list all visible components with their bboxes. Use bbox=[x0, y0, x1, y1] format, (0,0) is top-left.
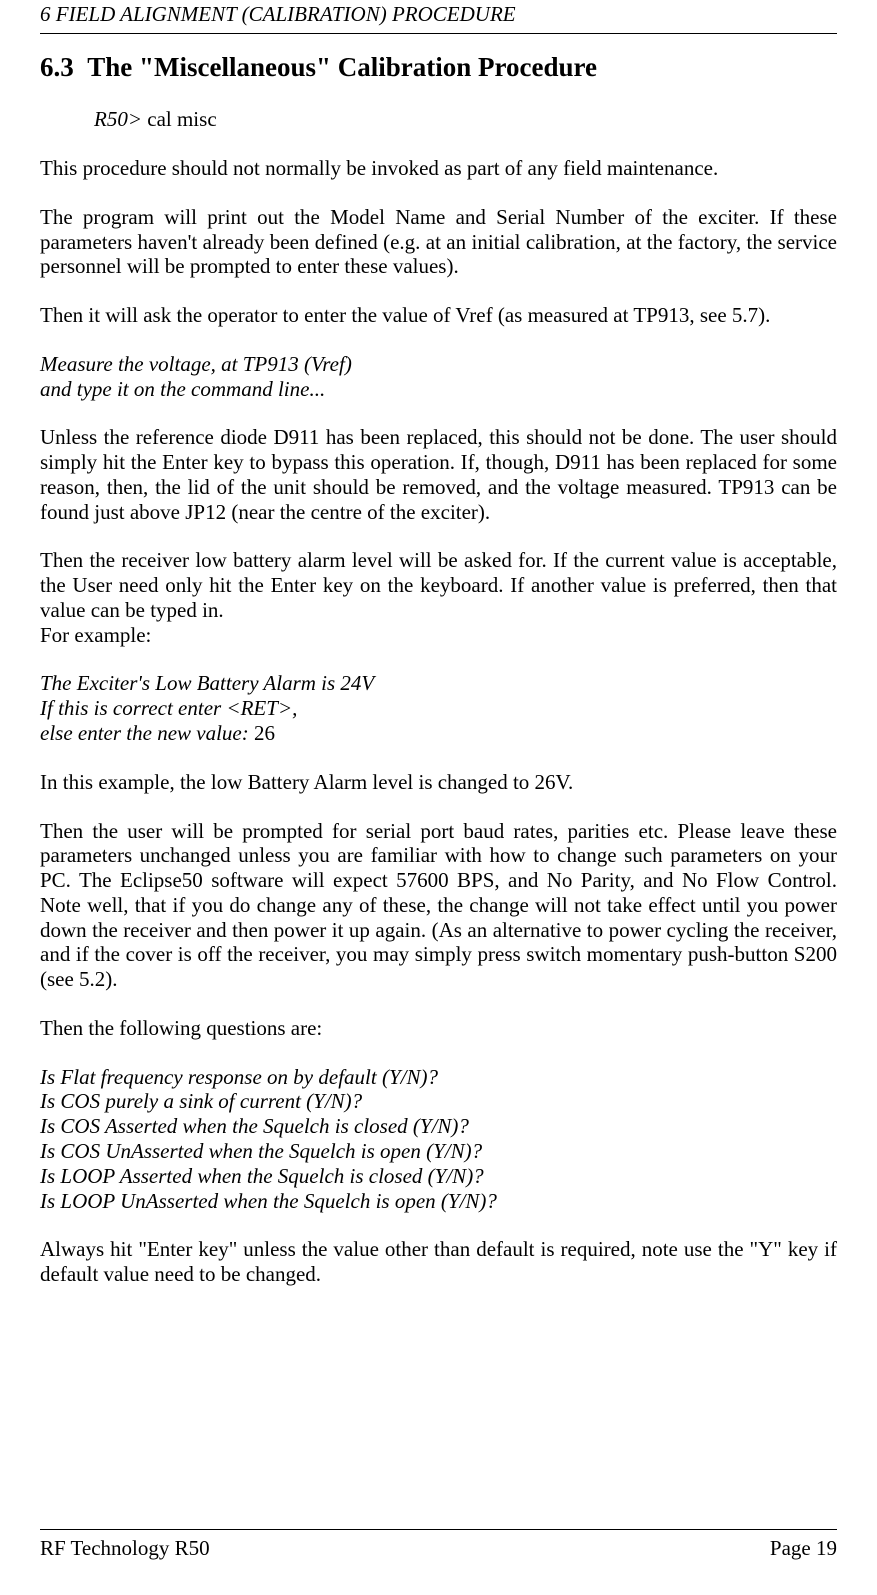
measure-line-1: Measure the voltage, at TP913 (Vref) bbox=[40, 352, 837, 377]
paragraph-3: Then it will ask the operator to enter t… bbox=[40, 303, 837, 328]
question-2: Is COS purely a sink of current (Y/N)? bbox=[40, 1089, 837, 1114]
section-heading: 6.3 The "Miscellaneous" Calibration Proc… bbox=[40, 52, 837, 83]
paragraph-7: Then the user will be prompted for seria… bbox=[40, 819, 837, 992]
example-line-3: else enter the new value: 26 bbox=[40, 721, 837, 746]
paragraph-1: This procedure should not normally be in… bbox=[40, 156, 837, 181]
section-number: 6.3 bbox=[40, 52, 74, 82]
example-line-2: If this is correct enter <RET>, bbox=[40, 696, 837, 721]
question-3: Is COS Asserted when the Squelch is clos… bbox=[40, 1114, 837, 1139]
paragraph-2: The program will print out the Model Nam… bbox=[40, 205, 837, 279]
page-container: 6 FIELD ALIGNMENT (CALIBRATION) PROCEDUR… bbox=[0, 0, 877, 1595]
paragraph-8: Then the following questions are: bbox=[40, 1016, 837, 1041]
paragraph-6: In this example, the low Battery Alarm l… bbox=[40, 770, 837, 795]
example-line-1: The Exciter's Low Battery Alarm is 24V bbox=[40, 671, 837, 696]
paragraph-5-block: Then the receiver low battery alarm leve… bbox=[40, 548, 837, 647]
footer-right: Page 19 bbox=[770, 1536, 837, 1561]
footer-left: RF Technology R50 bbox=[40, 1536, 210, 1561]
measure-line-2: and type it on the command line... bbox=[40, 377, 837, 402]
page-footer: RF Technology R50 Page 19 bbox=[40, 1529, 837, 1561]
example-line-3-prompt: else enter the new value: bbox=[40, 721, 254, 745]
question-6: Is LOOP UnAsserted when the Squelch is o… bbox=[40, 1189, 837, 1214]
paragraph-4: Unless the reference diode D911 has been… bbox=[40, 425, 837, 524]
for-example-label: For example: bbox=[40, 623, 837, 648]
page-header: 6 FIELD ALIGNMENT (CALIBRATION) PROCEDUR… bbox=[40, 0, 837, 34]
measure-block: Measure the voltage, at TP913 (Vref) and… bbox=[40, 352, 837, 402]
example-block: The Exciter's Low Battery Alarm is 24V I… bbox=[40, 671, 837, 745]
question-4: Is COS UnAsserted when the Squelch is op… bbox=[40, 1139, 837, 1164]
command-prompt: R50> bbox=[94, 107, 142, 131]
questions-block: Is Flat frequency response on by default… bbox=[40, 1065, 837, 1214]
example-line-3-value: 26 bbox=[254, 721, 275, 745]
command-text: cal misc bbox=[142, 107, 217, 131]
question-5: Is LOOP Asserted when the Squelch is clo… bbox=[40, 1164, 837, 1189]
paragraph-9: Always hit "Enter key" unless the value … bbox=[40, 1237, 837, 1287]
section-title-text: The "Miscellaneous" Calibration Procedur… bbox=[87, 52, 597, 82]
paragraph-5: Then the receiver low battery alarm leve… bbox=[40, 548, 837, 622]
question-1: Is Flat frequency response on by default… bbox=[40, 1065, 837, 1090]
command-line: R50> cal misc bbox=[94, 107, 837, 132]
